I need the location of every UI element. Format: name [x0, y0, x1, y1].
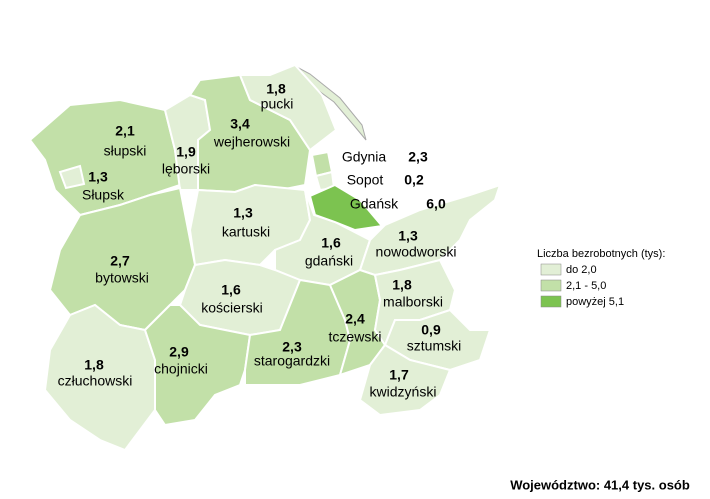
region-name: chojnicki [154, 361, 208, 377]
legend-label: powyżej 5,1 [566, 296, 624, 308]
region-value: 1,3 [398, 228, 418, 244]
city-value: 0,2 [404, 172, 424, 188]
region-name: kwidzyński [370, 384, 437, 400]
region-name: Słupsk [82, 187, 125, 203]
region-shape [58, 164, 86, 190]
region-value: 1,6 [321, 235, 341, 251]
region-name: kartuski [222, 224, 270, 240]
region-name: starogardzki [254, 353, 330, 369]
city-name: Gdynia [342, 149, 387, 165]
region-value: 3,4 [230, 116, 250, 132]
region-value: 1,8 [84, 357, 104, 373]
region-value: 2,1 [115, 123, 135, 139]
region-value: 2,7 [110, 253, 130, 269]
region-value: 1,7 [389, 367, 409, 383]
region-value: 1,9 [176, 144, 196, 160]
legend-swatch [540, 279, 562, 292]
region-shape [238, 63, 338, 152]
region-name: sztumski [407, 338, 461, 354]
city-value: 2,3 [408, 149, 428, 165]
region-shape [358, 343, 452, 417]
legend-title: Liczba bezrobotnych (tys): [537, 248, 665, 260]
region-value: 1,6 [221, 282, 241, 298]
region-shape [143, 304, 252, 427]
region-value: 0,9 [421, 322, 441, 338]
legend-label: 2,1 - 5,0 [566, 280, 606, 292]
city-shape [308, 183, 384, 232]
region-name: człuchowski [58, 373, 133, 389]
city-name: Sopot [347, 172, 384, 188]
region-value: 1,8 [266, 81, 286, 97]
region-name: pucki [261, 96, 294, 112]
region-value: 2,9 [169, 344, 189, 360]
city-name: Gdańsk [350, 196, 399, 212]
region-value: 1,3 [233, 205, 253, 221]
region-value: 2,4 [345, 311, 365, 327]
region-name: kościerski [201, 300, 262, 316]
region-value: 1,8 [392, 277, 412, 293]
legend-swatch [540, 295, 562, 308]
region-name: tczewski [329, 329, 382, 345]
region-name: malborski [383, 294, 443, 310]
region-shape [43, 303, 156, 452]
footer: Województwo: 41,4 tys. osób [510, 477, 690, 492]
city-value: 6,0 [426, 196, 446, 212]
region-value: 2,3 [282, 339, 302, 355]
region-name: słupski [104, 143, 147, 159]
region-name: wejherowski [213, 134, 290, 150]
legend-swatch [540, 263, 562, 276]
region-name: lęborski [162, 161, 210, 177]
region-value: 1,3 [88, 169, 108, 185]
region-name: bytowski [95, 270, 149, 286]
region-name: gdański [305, 253, 353, 269]
legend-label: do 2,0 [566, 264, 597, 276]
region-name: nowodworski [376, 244, 457, 260]
